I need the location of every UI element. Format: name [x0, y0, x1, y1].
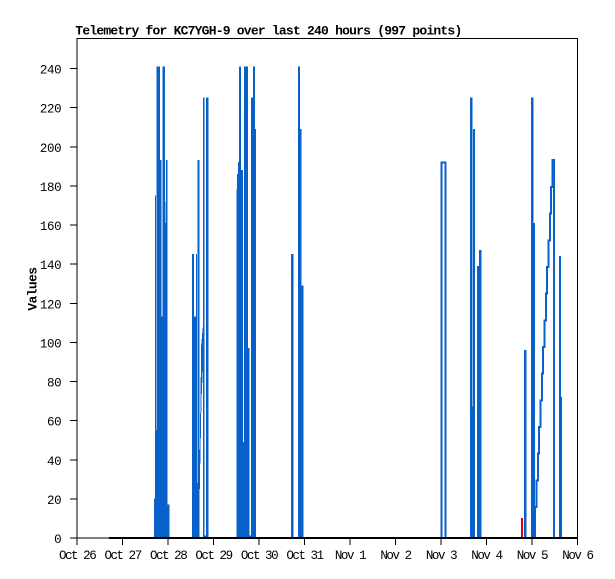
svg-text:220: 220 [40, 103, 61, 117]
svg-text:80: 80 [47, 377, 61, 391]
svg-text:Oct 30: Oct 30 [241, 549, 278, 563]
svg-text:Oct 26: Oct 26 [59, 549, 96, 563]
svg-text:Nov 6: Nov 6 [562, 549, 593, 563]
svg-text:60: 60 [47, 416, 61, 430]
svg-text:Nov 4: Nov 4 [471, 549, 502, 563]
svg-text:180: 180 [40, 181, 61, 195]
svg-text:40: 40 [47, 455, 61, 469]
svg-text:Nov 5: Nov 5 [517, 549, 548, 563]
svg-text:160: 160 [40, 220, 61, 234]
svg-text:Nov 1: Nov 1 [335, 549, 366, 563]
svg-text:Oct 29: Oct 29 [195, 549, 232, 563]
svg-text:0: 0 [54, 533, 61, 547]
svg-text:20: 20 [47, 494, 61, 508]
svg-text:Values: Values [25, 267, 40, 311]
svg-text:240: 240 [40, 64, 61, 78]
svg-text:Telemetry for KC7YGH-9 over la: Telemetry for KC7YGH-9 over last 240 hou… [75, 24, 461, 39]
svg-text:Oct 27: Oct 27 [104, 549, 141, 563]
svg-text:140: 140 [40, 259, 61, 273]
svg-text:200: 200 [40, 142, 61, 156]
svg-text:100: 100 [40, 337, 61, 351]
svg-text:120: 120 [40, 298, 61, 312]
svg-text:Oct 28: Oct 28 [150, 549, 187, 563]
svg-text:Nov 3: Nov 3 [426, 549, 457, 563]
svg-text:Nov 2: Nov 2 [380, 549, 411, 563]
svg-text:Oct 31: Oct 31 [286, 549, 323, 563]
